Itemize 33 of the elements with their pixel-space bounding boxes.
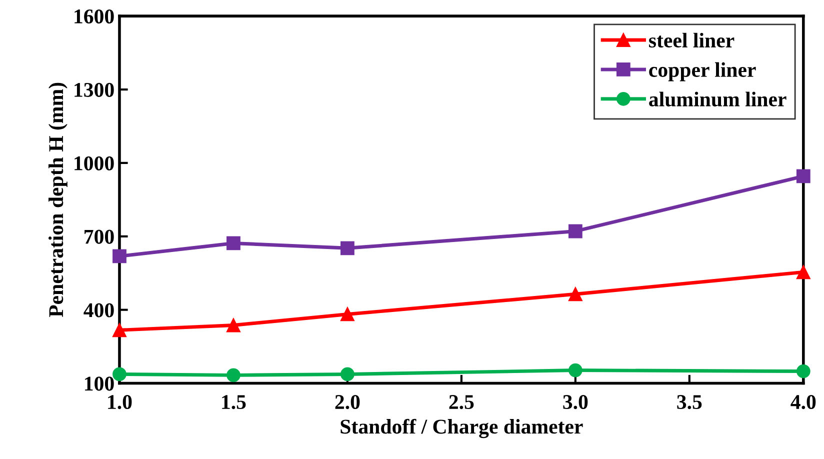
y-tick-label: 100 [85, 376, 114, 391]
x-tick-label: 1.0 [108, 394, 132, 410]
y-tick-label: 400 [84, 303, 114, 318]
x-tick-label: 3.5 [677, 395, 702, 410]
x-tick-label: 4.0 [790, 394, 816, 410]
point [112, 367, 126, 382]
legend-label: steel liner [649, 32, 734, 48]
x-axis-title: Standoff / Charge diameter [340, 418, 583, 438]
legend-label: copper liner [649, 62, 756, 82]
point [340, 241, 354, 256]
y-tick-label: 1600 [74, 9, 114, 24]
point [568, 224, 582, 238]
point [340, 307, 354, 322]
point [568, 363, 582, 378]
point [340, 367, 354, 382]
y-tick-label: 1000 [74, 156, 114, 170]
point [796, 364, 810, 378]
point [112, 249, 126, 264]
x-tick-label: 2.0 [335, 394, 360, 410]
y-tick-label: 700 [84, 230, 114, 244]
y-tick-label: 1300 [74, 82, 114, 97]
x-tick-label: 3.0 [563, 394, 588, 410]
x-tick-label: 2.5 [449, 395, 474, 410]
legend-label: aluminum liner [649, 92, 786, 106]
x-tick-label: 1.5 [222, 395, 246, 410]
point [568, 287, 582, 302]
point [112, 323, 126, 338]
point [226, 368, 240, 382]
point [796, 169, 810, 184]
point [796, 265, 810, 280]
point [226, 236, 240, 250]
y-axis-title: Penetration depth H (mm) [48, 82, 68, 318]
point [226, 318, 240, 332]
